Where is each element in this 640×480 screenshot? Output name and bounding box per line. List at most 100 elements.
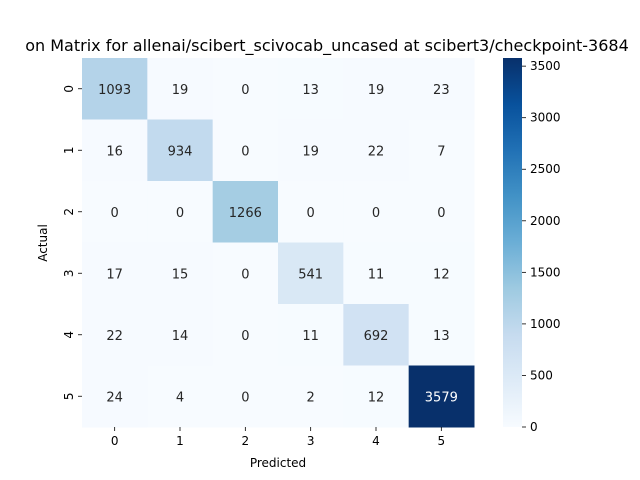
cell-3-2	[212, 242, 279, 305]
y-tick-label-1: 1	[62, 146, 76, 154]
cell-3-3	[278, 242, 344, 305]
cell-value-3-4: 11	[368, 267, 385, 282]
colorbar-gradient	[503, 58, 522, 427]
cell-value-4-0: 22	[106, 329, 123, 344]
cell-value-3-0: 17	[106, 267, 123, 282]
cell-value-2-4: 0	[372, 206, 380, 221]
x-tick-label-0: 0	[111, 434, 119, 448]
cell-value-1-2: 0	[241, 144, 249, 159]
x-tick-label-2: 2	[242, 434, 250, 448]
cell-value-5-1: 4	[176, 390, 184, 405]
cell-value-5-4: 12	[368, 390, 385, 405]
cell-value-4-2: 0	[241, 329, 249, 344]
colorbar-tick-label-4: 2000	[530, 214, 561, 228]
cell-2-3	[278, 181, 344, 243]
cell-3-0	[82, 242, 148, 305]
cell-value-1-5: 7	[437, 144, 445, 159]
cell-value-0-3: 13	[302, 83, 319, 98]
cell-4-5	[408, 304, 475, 366]
cell-4-0	[82, 304, 148, 366]
x-tick-label-4: 4	[372, 434, 380, 448]
x-axis-label: Predicted	[250, 456, 306, 470]
cell-value-5-5: 3579	[425, 390, 458, 405]
cell-value-4-1: 14	[172, 329, 189, 344]
cell-0-1	[147, 58, 214, 120]
colorbar-tick-label-6: 3000	[530, 111, 561, 125]
cell-value-0-5: 23	[433, 83, 450, 98]
colorbar-tick-label-0: 0	[530, 420, 538, 434]
cell-value-0-1: 19	[172, 83, 189, 98]
cell-0-5	[408, 58, 475, 120]
cell-1-1	[147, 119, 214, 182]
cell-0-2	[212, 58, 279, 120]
y-tick-label-2: 2	[62, 208, 76, 216]
cell-value-0-4: 19	[368, 83, 385, 98]
cell-value-1-4: 22	[368, 144, 385, 159]
cell-1-2	[212, 119, 279, 182]
cell-value-2-5: 0	[437, 206, 445, 221]
y-tick-label-3: 3	[62, 269, 76, 277]
colorbar: 0 500 1000 1500 2000 2500 3000 3500	[503, 58, 561, 434]
cell-1-3	[278, 119, 344, 182]
cell-value-0-0: 1093	[98, 83, 131, 98]
cell-2-4	[343, 181, 410, 243]
cell-value-2-2: 1266	[229, 206, 262, 221]
cell-value-2-3: 0	[307, 206, 315, 221]
y-axis-label: Actual	[36, 224, 50, 262]
y-tick-label-4: 4	[62, 331, 76, 339]
cell-3-4	[343, 242, 410, 305]
x-tick-label-5: 5	[438, 434, 446, 448]
cell-2-2	[212, 181, 279, 243]
cell-1-4	[343, 119, 410, 182]
cell-5-3	[278, 365, 344, 428]
x-axis-ticks: 0 1 2 3 4 5	[111, 427, 445, 448]
chart-title: on Matrix for allenai/scibert_scivocab_u…	[25, 36, 629, 56]
cell-2-0	[82, 181, 148, 243]
cell-value-1-3: 19	[302, 144, 319, 159]
cell-3-5	[408, 242, 475, 305]
cell-5-1	[147, 365, 214, 428]
cell-3-1	[147, 242, 214, 305]
cell-value-4-4: 692	[364, 329, 389, 344]
cell-1-0	[82, 119, 148, 182]
cell-value-5-0: 24	[106, 390, 123, 405]
y-axis-ticks: 0 1 2 3 4 5	[62, 85, 82, 400]
cell-0-3	[278, 58, 344, 120]
cell-4-4	[343, 304, 410, 366]
cell-4-1	[147, 304, 214, 366]
y-tick-label-5: 5	[62, 392, 76, 400]
cell-value-2-1: 0	[176, 206, 184, 221]
cell-value-3-2: 0	[241, 267, 249, 282]
cell-value-1-1: 934	[168, 144, 193, 159]
cell-value-5-3: 2	[307, 390, 315, 405]
colorbar-tick-label-7: 3500	[530, 59, 561, 73]
x-tick-label-1: 1	[176, 434, 184, 448]
cell-value-4-3: 11	[302, 329, 319, 344]
cell-value-1-0: 16	[106, 144, 123, 159]
colorbar-tick-label-2: 1000	[530, 317, 561, 331]
cell-value-5-2: 0	[241, 390, 249, 405]
cell-value-3-5: 12	[433, 267, 450, 282]
colorbar-tick-label-5: 2500	[530, 162, 561, 176]
cell-5-5	[408, 365, 475, 428]
cell-4-2	[212, 304, 279, 366]
y-tick-label-0: 0	[62, 85, 76, 93]
x-tick-label-3: 3	[307, 434, 315, 448]
colorbar-tick-label-1: 500	[530, 368, 553, 382]
cell-2-5	[408, 181, 475, 243]
cell-value-4-5: 13	[433, 329, 450, 344]
cell-0-0	[82, 58, 148, 120]
heatmap-cells: 1093 19 0 13 19 23 16 934 0 19 22 7 0 0 1266 0 0 0 17 15 0 54…	[82, 58, 475, 428]
cell-value-2-0: 0	[111, 206, 119, 221]
cell-0-4	[343, 58, 410, 120]
cell-5-0	[82, 365, 148, 428]
cell-2-1	[147, 181, 214, 243]
cell-4-3	[278, 304, 344, 366]
cell-value-0-2: 0	[241, 83, 249, 98]
colorbar-tick-label-3: 1500	[530, 265, 561, 279]
cell-5-4	[343, 365, 410, 428]
cell-5-2	[212, 365, 279, 428]
cell-1-5	[408, 119, 475, 182]
cell-value-3-1: 15	[172, 267, 189, 282]
